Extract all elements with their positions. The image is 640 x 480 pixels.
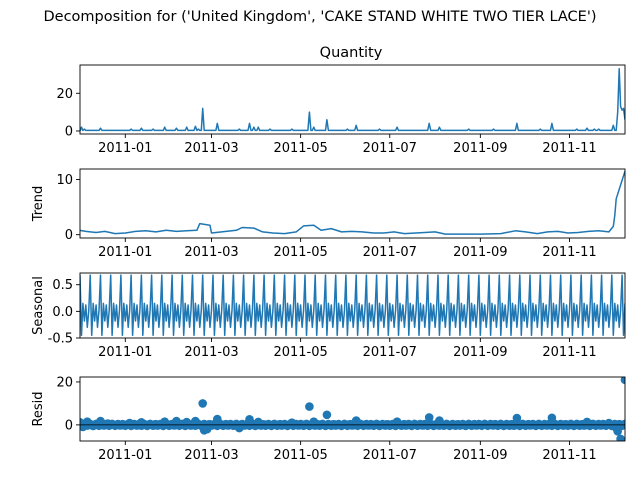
- resid-point: [182, 417, 191, 427]
- resid-point: [235, 423, 244, 433]
- resid-point: [96, 416, 105, 426]
- resid-point: [83, 417, 92, 427]
- panel-observed: 0 20 2011-01 2011-03 2011-05 2011-07 2011-09 20…: [56, 64, 626, 156]
- plot-area-trend: [80, 170, 625, 235]
- panel-title-quantity: Quantity: [320, 45, 383, 61]
- x-tick-label: 2011-11: [542, 448, 596, 463]
- x-tick-label: 2011-11: [542, 345, 596, 360]
- y-tick-label: 20: [56, 375, 73, 390]
- resid-point: [322, 410, 332, 420]
- resid-point: [213, 414, 222, 424]
- y-tick-label: -0.5: [48, 332, 73, 347]
- resid-point: [547, 413, 557, 423]
- x-tick-label: 2011-11: [542, 141, 596, 156]
- series-line-seasonal: [80, 274, 625, 337]
- x-tick-label: 2011-09: [453, 245, 507, 260]
- resid-point: [125, 418, 134, 428]
- x-tick-label: 2011-11: [542, 245, 596, 260]
- x-tick-label: 2011-03: [184, 141, 238, 156]
- axes-frame-observed: [79, 64, 626, 135]
- axes-frame-resid: [79, 376, 626, 442]
- x-tick-label: 2011-05: [273, 448, 327, 463]
- resid-point: [512, 413, 522, 423]
- x-tick-label: 2011-05: [273, 245, 327, 260]
- y-tick-label: 0.5: [52, 278, 73, 293]
- resid-point: [253, 417, 263, 427]
- x-tick-label: 2011-03: [184, 448, 238, 463]
- x-tick-label: 2011-01: [98, 245, 152, 260]
- resid-point: [172, 416, 181, 426]
- resid-point: [198, 399, 207, 408]
- resid-point: [435, 416, 444, 425]
- resid-point: [88, 421, 98, 431]
- y-tick-label: 0: [65, 418, 73, 433]
- resid-point: [287, 418, 297, 428]
- resid-point: [424, 413, 434, 422]
- y-tick-label: 0: [65, 124, 73, 139]
- resid-point: [245, 415, 254, 424]
- resid-point: [392, 417, 402, 427]
- plot-area-seasonal: [80, 274, 625, 337]
- y-tick-label: 0: [65, 228, 73, 243]
- panel-seasonal: -0.5 0.0 0.5 2011-01 2011-03 2011-05 2011-07 20…: [31, 272, 626, 360]
- x-tick-label: 2011-09: [453, 448, 507, 463]
- axes-frame-seasonal: [79, 272, 626, 339]
- x-tick-label: 2011-05: [273, 345, 327, 360]
- series-line-observed: [80, 68, 625, 132]
- axes-frame-trend: [79, 168, 626, 239]
- resid-point: [351, 416, 361, 425]
- x-tick-label: 2011-03: [184, 345, 238, 360]
- resid-point: [103, 419, 113, 428]
- x-tick-label: 2011-01: [98, 448, 152, 463]
- x-tick-label: 2011-03: [184, 245, 238, 260]
- resid-point: [582, 417, 592, 427]
- resid-point: [137, 418, 146, 427]
- x-tick-label: 2011-01: [98, 345, 152, 360]
- x-tick-label: 2011-05: [273, 141, 327, 156]
- resid-point: [191, 416, 200, 426]
- panel-resid: 0 20 2011-01 2011-03 2011-05 2011-07 2011-09 20…: [31, 375, 626, 463]
- x-tick-label: 2011-09: [453, 345, 507, 360]
- panel-trend: 0 10 2011-01 2011-03 2011-05 2011-07 2011-09 20…: [31, 168, 626, 260]
- y-tick-label: 20: [56, 87, 73, 102]
- x-tick-label: 2011-07: [363, 345, 417, 360]
- resid-point: [613, 427, 622, 436]
- x-tick-label: 2011-01: [98, 141, 152, 156]
- x-tick-label: 2011-07: [363, 448, 417, 463]
- plot-area-resid: [80, 377, 625, 441]
- y-axis-label-trend: Trend: [31, 186, 46, 223]
- resid-point: [160, 417, 169, 427]
- resid-point: [616, 434, 625, 441]
- y-tick-label: 0.0: [52, 305, 73, 320]
- x-tick-label: 2011-07: [363, 245, 417, 260]
- x-tick-label: 2011-09: [453, 141, 507, 156]
- resid-point: [621, 419, 625, 428]
- resid-point: [309, 417, 319, 427]
- y-axis-label-seasonal: Seasonal: [31, 276, 46, 335]
- resid-point: [620, 377, 625, 385]
- figure-title: Decomposition for ('United Kingdom', 'CA…: [43, 9, 596, 25]
- resid-point: [305, 402, 314, 411]
- resid-point: [202, 424, 212, 434]
- y-tick-label: 10: [56, 173, 73, 188]
- plot-area-observed: [80, 68, 625, 132]
- series-line-trend: [80, 170, 625, 235]
- resid-point: [604, 418, 614, 428]
- y-axis-label-resid: Resid: [31, 391, 46, 426]
- x-tick-label: 2011-07: [363, 141, 417, 156]
